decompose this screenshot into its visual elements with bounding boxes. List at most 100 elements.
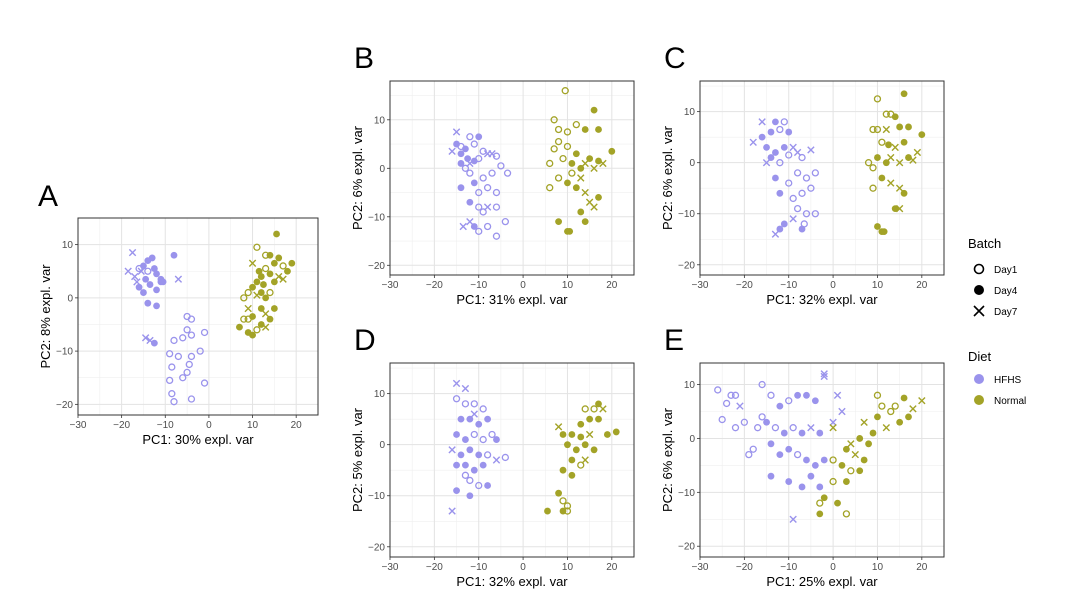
- data-point-hfhs-day1: [483, 184, 492, 192]
- data-point-normal-day4: [590, 446, 598, 454]
- data-point-hfhs-day7: [771, 230, 780, 238]
- data-point-normal-day1: [554, 125, 563, 134]
- data-point-normal-day4: [257, 289, 265, 296]
- data-point-normal-day4: [559, 431, 567, 438]
- y-tick-label: 0: [379, 440, 385, 451]
- x-tick-label: 20: [291, 420, 303, 431]
- data-point-normal-day4: [559, 507, 567, 515]
- data-point-normal-day7: [882, 423, 891, 432]
- point-layer: [714, 370, 926, 523]
- data-point-hfhs-day4: [153, 302, 160, 310]
- data-point-hfhs-day4: [453, 431, 460, 438]
- x-tick-label: −20: [426, 562, 443, 573]
- data-point-normal-day4: [900, 189, 908, 197]
- data-point-hfhs-day7: [461, 384, 470, 393]
- data-point-hfhs-day7: [807, 146, 815, 154]
- data-point-normal-day7: [882, 125, 891, 134]
- data-point-hfhs-day4: [493, 436, 500, 443]
- data-point-normal-day1: [891, 402, 899, 410]
- x-tick-label: 0: [830, 280, 836, 291]
- data-point-normal-day4: [900, 138, 908, 146]
- data-point-normal-day1: [554, 137, 563, 146]
- data-point-hfhs-day1: [187, 315, 196, 323]
- data-point-normal-day1: [869, 125, 877, 134]
- plot-border: [389, 362, 635, 558]
- data-point-hfhs-day4: [763, 418, 770, 426]
- data-point-hfhs-day1: [466, 133, 474, 141]
- data-point-hfhs-day1: [714, 386, 722, 394]
- data-point-hfhs-day1: [789, 424, 797, 432]
- plot-background: [390, 363, 634, 557]
- normal-swatch-icon: [974, 395, 984, 405]
- legend-item-hfhs: HFHS: [974, 374, 1022, 386]
- y-tick-label: 10: [62, 240, 74, 251]
- x-tick-label: 10: [562, 280, 574, 291]
- data-point-hfhs-day4: [816, 429, 824, 437]
- data-point-hfhs-day1: [811, 210, 819, 218]
- y-tick-label: −10: [368, 212, 385, 223]
- x-tick-label: −30: [692, 562, 709, 573]
- panel-letter-a: A: [38, 180, 58, 213]
- data-point-hfhs-day1: [798, 189, 806, 197]
- data-point-normal-day4: [874, 413, 881, 421]
- y-tick-label: 10: [684, 107, 696, 118]
- y-tick-label: −20: [56, 400, 73, 411]
- y-tick-label: 10: [374, 389, 386, 400]
- plot-background: [700, 81, 944, 275]
- data-point-normal-day4: [918, 131, 926, 139]
- data-point-hfhs-day4: [457, 451, 465, 459]
- data-point-hfhs-day1: [475, 188, 483, 197]
- data-point-hfhs-day1: [793, 450, 802, 459]
- legend-item-normal: Normal: [974, 395, 1026, 407]
- data-point-normal-day1: [869, 164, 877, 172]
- panel-letter-e: E: [664, 324, 684, 357]
- data-point-hfhs-day1: [475, 203, 483, 211]
- data-point-normal-day7: [261, 310, 270, 318]
- data-point-normal-day4: [816, 510, 824, 518]
- data-point-normal-day4: [577, 420, 585, 428]
- data-point-hfhs-day4: [772, 118, 779, 126]
- data-point-normal-day4: [255, 267, 263, 275]
- data-point-hfhs-day4: [462, 436, 469, 443]
- data-point-normal-day4: [896, 123, 904, 131]
- data-point-hfhs-day4: [776, 451, 784, 459]
- data-point-hfhs-day4: [462, 461, 469, 469]
- data-point-hfhs-day4: [457, 150, 465, 158]
- data-point-normal-day4: [838, 461, 846, 469]
- data-point-hfhs-day7: [789, 515, 797, 523]
- data-point-hfhs-day1: [501, 453, 509, 462]
- data-point-hfhs-day1: [718, 415, 726, 424]
- data-point-hfhs-day1: [807, 184, 815, 192]
- data-point-normal-day4: [820, 494, 828, 502]
- data-point-normal-day1: [882, 110, 890, 118]
- data-point-hfhs-day4: [776, 189, 784, 197]
- data-point-hfhs-day7: [133, 278, 141, 286]
- data-point-normal-day7: [577, 174, 585, 182]
- data-point-hfhs-day1: [785, 179, 793, 187]
- data-point-normal-day7: [909, 405, 917, 413]
- y-tick-label: 0: [689, 158, 695, 169]
- data-point-hfhs-day1: [492, 152, 501, 160]
- data-point-hfhs-day1: [731, 391, 740, 399]
- data-point-normal-day4: [595, 126, 602, 133]
- data-point-hfhs-day4: [798, 483, 806, 491]
- data-point-hfhs-day1: [488, 169, 496, 177]
- data-point-hfhs-day1: [492, 203, 501, 211]
- data-point-normal-day1: [816, 499, 824, 507]
- data-point-hfhs-day7: [492, 456, 501, 464]
- data-point-normal-day4: [564, 179, 571, 187]
- x-tick-label: −10: [780, 562, 797, 573]
- data-point-hfhs-day1: [503, 169, 512, 177]
- data-point-hfhs-day7: [466, 217, 474, 226]
- data-point-hfhs-day4: [466, 198, 474, 206]
- data-point-hfhs-day4: [142, 275, 150, 283]
- data-point-hfhs-day1: [179, 334, 187, 342]
- data-point-hfhs-day1: [144, 267, 152, 275]
- data-point-normal-day4: [568, 471, 576, 479]
- data-point-hfhs-day4: [470, 223, 478, 230]
- data-point-normal-day1: [253, 326, 261, 334]
- data-point-hfhs-day7: [789, 215, 797, 223]
- data-point-hfhs-day4: [159, 278, 167, 286]
